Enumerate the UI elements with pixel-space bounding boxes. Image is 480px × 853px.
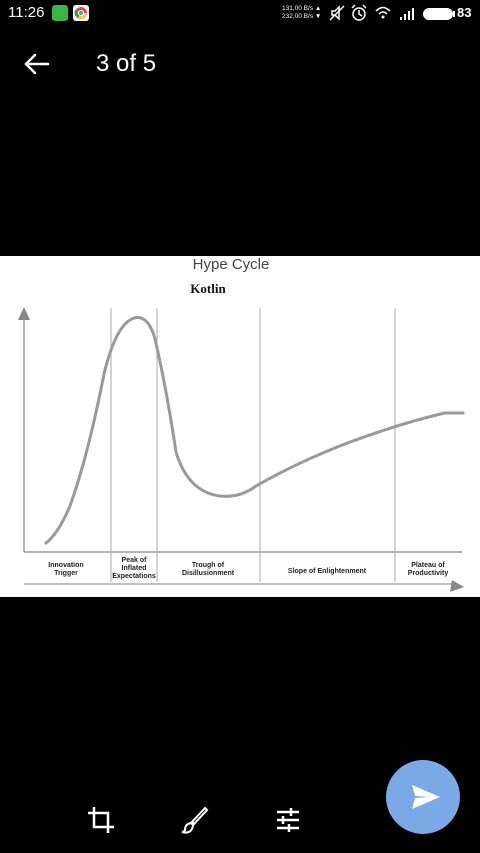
mute-icon	[329, 5, 345, 21]
signal-icon	[400, 8, 414, 20]
network-download: 232,00 B/s ▼	[282, 12, 322, 20]
phase-plateau: Plateau of Productivity	[408, 562, 449, 577]
network-upload: 131,00 B/s ▲	[282, 5, 322, 12]
image-counter: 3 of 5	[96, 50, 157, 77]
top-toolbar: 3 of 5	[0, 40, 480, 88]
send-button[interactable]	[386, 760, 460, 834]
send-icon	[412, 785, 440, 809]
status-bar: 11:26 131,00 B/s ▲ 232,00 B/s ▼ 83	[0, 0, 480, 28]
status-time: 11:26	[8, 4, 45, 21]
phase-slope: Slope of Enlightenment	[288, 568, 367, 575]
chrome-icon	[73, 5, 89, 21]
image-heading: Hype Cycle	[193, 256, 270, 273]
chart-axes	[18, 307, 464, 592]
back-arrow-icon[interactable]	[22, 52, 50, 76]
battery-level: 83	[457, 5, 472, 20]
brush-icon[interactable]	[180, 805, 210, 835]
image-preview: Hype Cycle Kotlin Innovation Trigger Peak…	[0, 256, 480, 597]
phase-innovation-trigger: Innovation Trigger	[48, 562, 83, 577]
image-subtitle: Kotlin	[190, 281, 226, 296]
phase-peak: Peak of Inflated Expectations	[112, 557, 156, 580]
phase-trough: Trough of Disillusionment	[182, 562, 235, 577]
hype-curve	[44, 315, 465, 545]
notification-app-icon	[52, 5, 68, 21]
alarm-icon	[351, 4, 367, 21]
sliders-icon[interactable]	[273, 805, 303, 835]
crop-icon[interactable]	[86, 805, 116, 835]
network-speed: 131,00 B/s ▲ 232,00 B/s ▼	[282, 5, 321, 20]
phase-dividers	[110, 308, 396, 582]
battery-icon	[423, 8, 455, 20]
wifi-icon	[375, 6, 391, 19]
